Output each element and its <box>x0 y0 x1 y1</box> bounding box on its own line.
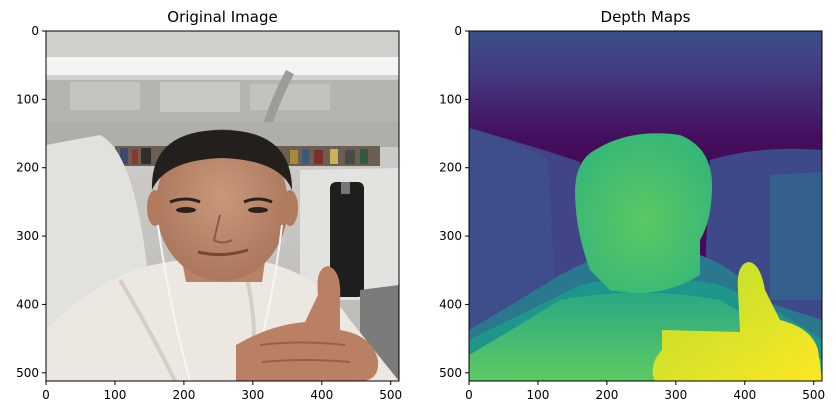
depth-map-image <box>469 31 822 381</box>
x-tick-label: 400 <box>733 388 756 402</box>
depth-map-panel: Depth Maps 0 100 200 300 400 5000100200300400… <box>439 8 825 402</box>
y-tick-label: 500 <box>16 366 39 380</box>
x-tick-label: 200 <box>172 388 195 402</box>
x-tick-label: 100 <box>103 388 126 402</box>
y-tick-label: 400 <box>16 297 39 311</box>
y-tick-label: 500 <box>439 366 462 380</box>
y-tick-label: 0 <box>454 24 462 38</box>
y-tick-label: 200 <box>16 161 39 175</box>
y-tick-label: 200 <box>439 161 462 175</box>
x-tick-label: 300 <box>664 388 687 402</box>
x-tick-label: 300 <box>241 388 264 402</box>
original-image-panel: Original Image <box>16 8 402 402</box>
x-tick-label: 0 <box>465 388 473 402</box>
y-tick-label: 100 <box>439 92 462 106</box>
x-tick-label: 500 <box>802 388 825 402</box>
y-tick-label: 0 <box>31 24 39 38</box>
axes-frame <box>45 30 400 382</box>
x-tick-label: 100 <box>526 388 549 402</box>
x-tick-label: 400 <box>310 388 333 402</box>
axes-frame <box>468 30 823 382</box>
panel-title: Depth Maps <box>601 8 691 26</box>
y-tick-label: 400 <box>439 297 462 311</box>
original-photo <box>46 31 399 381</box>
panel-title: Original Image <box>167 8 277 26</box>
y-tick-label: 300 <box>439 229 462 243</box>
x-tick-label: 200 <box>595 388 618 402</box>
x-tick-label: 0 <box>42 388 50 402</box>
x-tick-label: 500 <box>379 388 402 402</box>
y-tick-label: 100 <box>16 92 39 106</box>
y-tick-label: 300 <box>16 229 39 243</box>
